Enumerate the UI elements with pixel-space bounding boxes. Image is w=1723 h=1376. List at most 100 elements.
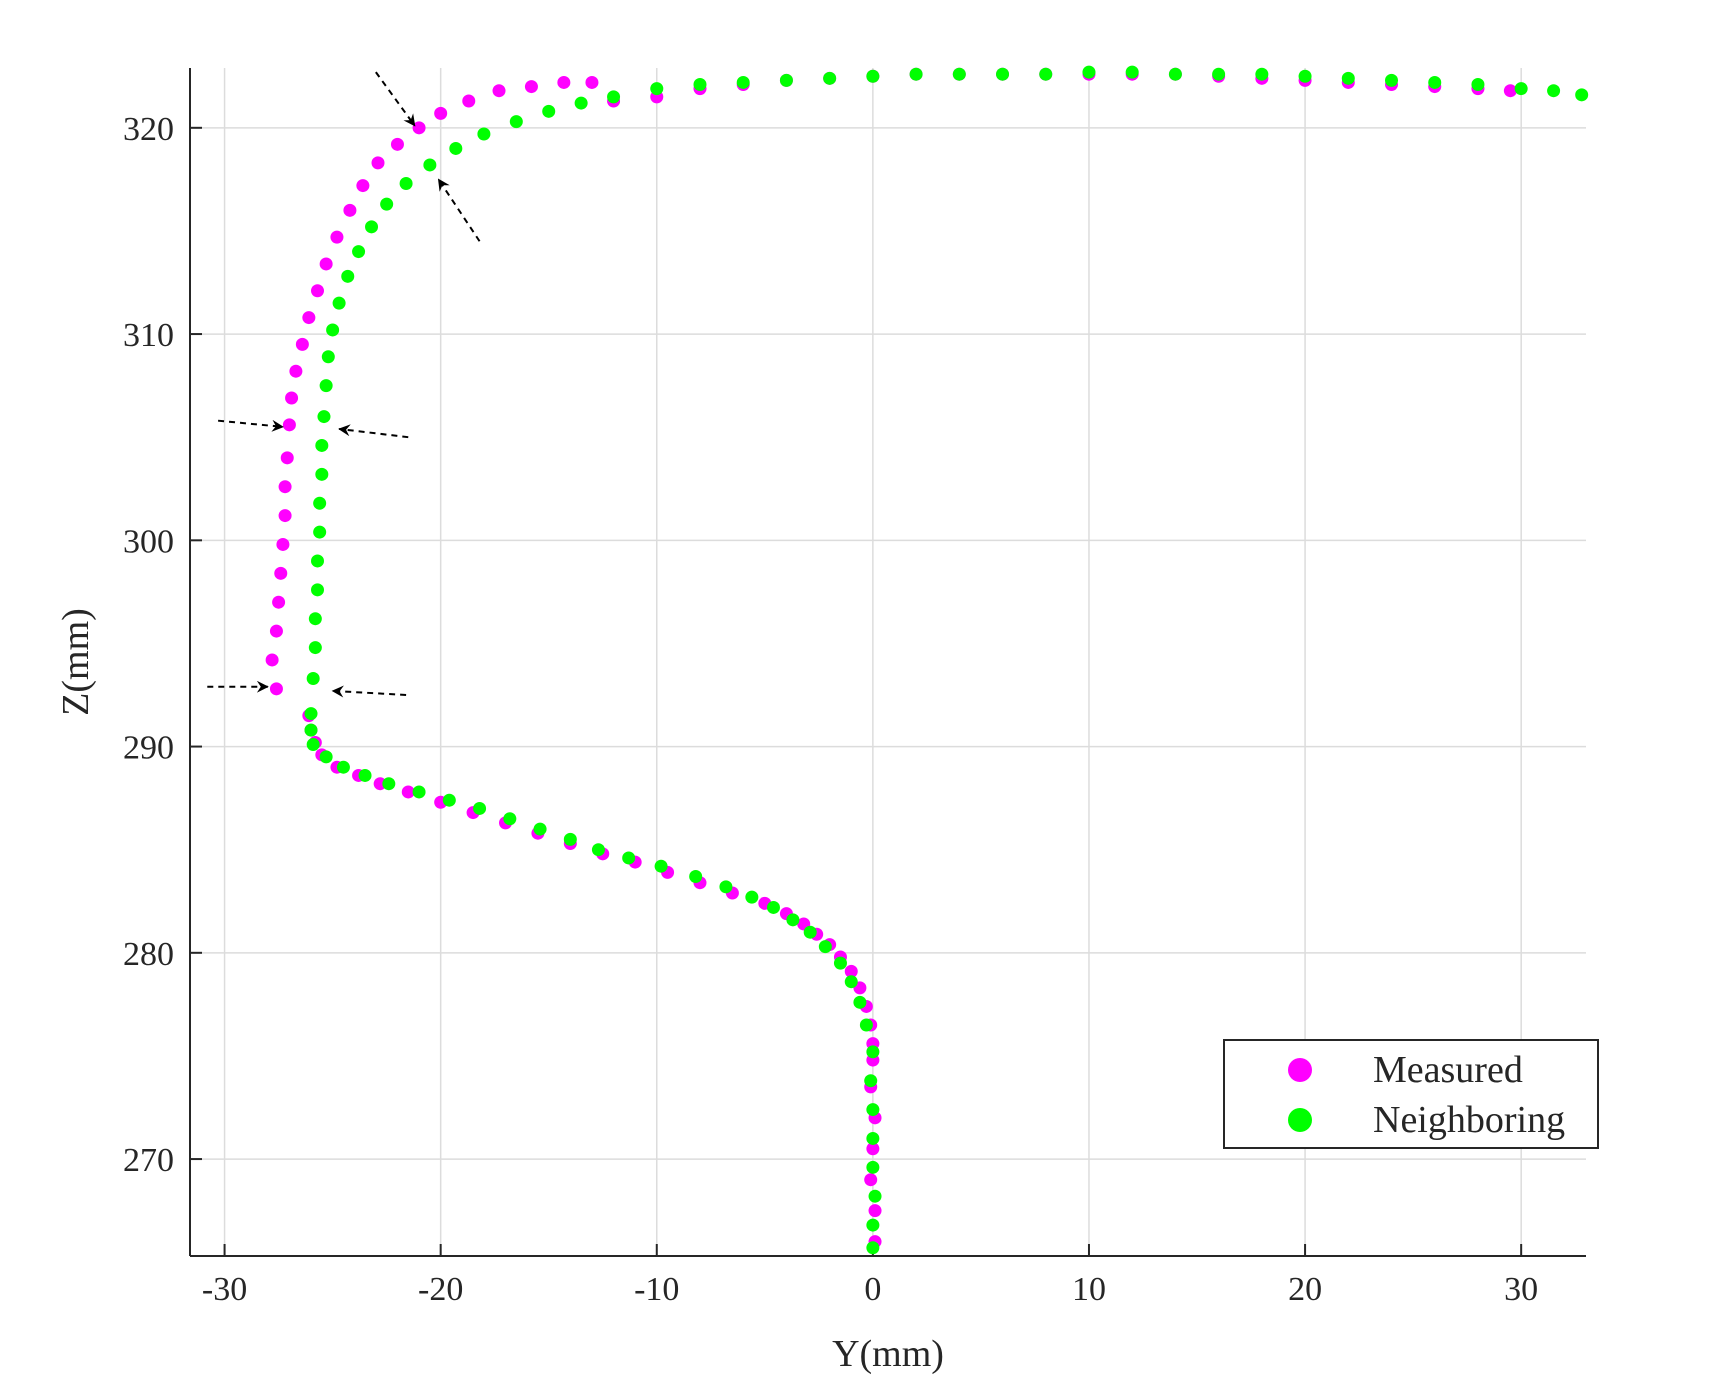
data-point-neighboring	[1514, 82, 1528, 96]
data-point-neighboring	[313, 496, 327, 510]
data-point-neighboring	[866, 1045, 880, 1059]
data-point-neighboring	[423, 158, 437, 172]
data-point-neighboring	[1039, 67, 1053, 81]
y-tick-label: 280	[123, 936, 174, 973]
data-point-neighboring	[864, 1074, 878, 1088]
data-point-measured	[302, 311, 316, 325]
data-point-neighboring	[380, 197, 394, 211]
x-tick-label: 10	[1072, 1271, 1106, 1308]
data-point-neighboring	[1428, 75, 1442, 89]
data-point-neighboring	[909, 67, 923, 81]
data-point-neighboring	[1255, 67, 1269, 81]
y-axis-label: Z(mm)	[55, 608, 97, 716]
data-point-neighboring	[503, 812, 517, 826]
data-point-neighboring	[477, 127, 491, 141]
data-point-neighboring	[563, 832, 577, 846]
data-point-neighboring	[866, 1131, 880, 1145]
data-point-neighboring	[399, 177, 413, 190]
data-point-neighboring	[1212, 67, 1226, 81]
legend: Measured Neighboring	[1223, 1039, 1599, 1149]
data-point-measured	[285, 391, 299, 405]
data-point-neighboring	[308, 641, 322, 655]
data-point-measured	[868, 1204, 882, 1218]
data-point-neighboring	[306, 672, 320, 685]
data-point-neighboring	[952, 67, 966, 81]
y-tick-label: 270	[123, 1142, 174, 1179]
legend-label-measured: Measured	[1373, 1049, 1523, 1091]
data-point-neighboring	[412, 785, 426, 799]
data-point-neighboring	[319, 379, 333, 393]
annotation-arrows	[207, 71, 481, 698]
data-point-measured	[864, 1173, 878, 1187]
x-axis-ticks: -30 -20 -10 0 10 20 30	[202, 1244, 1538, 1308]
annotation-arrow	[331, 685, 407, 698]
data-point-measured	[269, 624, 283, 638]
data-point-neighboring	[542, 104, 556, 118]
data-point-neighboring	[352, 245, 366, 259]
data-point-measured	[272, 595, 286, 609]
y-tick-label: 320	[123, 111, 174, 148]
data-point-measured	[343, 203, 357, 217]
data-point-neighboring	[310, 583, 324, 597]
data-point-measured	[280, 451, 294, 465]
data-point-neighboring	[803, 925, 817, 939]
data-point-neighboring	[358, 768, 372, 782]
data-point-neighboring	[823, 71, 837, 85]
data-point-neighboring	[786, 913, 800, 927]
x-axis-label: Y(mm)	[832, 1333, 944, 1375]
data-point-neighboring	[449, 141, 463, 155]
data-point-measured	[278, 480, 292, 494]
data-point-neighboring	[818, 940, 832, 954]
data-point-measured	[844, 964, 858, 978]
data-point-neighboring	[1547, 84, 1561, 98]
data-point-measured	[310, 284, 324, 298]
series-neighboring-points	[304, 65, 1589, 1255]
data-point-neighboring	[315, 467, 329, 481]
data-point-measured	[289, 364, 303, 378]
data-point-measured	[585, 75, 599, 89]
data-point-neighboring	[866, 69, 880, 83]
data-point-neighboring	[1168, 67, 1182, 81]
data-point-neighboring	[315, 438, 329, 452]
data-point-measured	[434, 106, 448, 120]
data-point-measured	[276, 537, 290, 551]
legend-label-neighboring: Neighboring	[1373, 1099, 1565, 1141]
x-tick-label: -10	[634, 1271, 679, 1308]
data-point-measured	[557, 75, 571, 89]
data-point-neighboring	[866, 1241, 880, 1255]
annotation-arrow	[437, 178, 481, 242]
data-point-neighboring	[533, 822, 547, 836]
data-point-neighboring	[365, 220, 379, 234]
data-point-neighboring	[473, 801, 487, 815]
data-point-neighboring	[1082, 65, 1096, 79]
data-point-neighboring	[719, 880, 733, 894]
y-axis-ticks: 270 280 290 300 310 320	[123, 111, 202, 1179]
y-tick-label: 290	[123, 730, 174, 767]
data-point-neighboring	[866, 1218, 880, 1232]
data-point-measured	[274, 566, 288, 580]
y-tick-label: 310	[123, 317, 174, 354]
data-point-neighboring	[326, 323, 340, 337]
data-point-measured	[356, 179, 370, 193]
data-point-neighboring	[996, 67, 1010, 81]
data-point-measured	[412, 121, 426, 135]
data-point-measured	[295, 337, 309, 351]
data-point-measured	[330, 230, 344, 244]
data-point-neighboring	[766, 900, 780, 914]
data-point-measured	[524, 80, 538, 94]
data-point-neighboring	[306, 738, 320, 751]
data-point-neighboring	[859, 1018, 873, 1032]
data-point-measured	[401, 785, 415, 799]
data-point-neighboring	[1575, 88, 1589, 102]
data-point-neighboring	[1125, 65, 1139, 79]
data-point-neighboring	[313, 525, 327, 539]
data-point-neighboring	[591, 843, 605, 857]
data-point-neighboring	[304, 723, 318, 737]
annotation-arrow	[375, 71, 416, 127]
data-point-measured	[278, 509, 292, 523]
x-tick-label: -30	[202, 1271, 247, 1308]
data-point-neighboring	[1298, 69, 1312, 83]
data-point-neighboring	[622, 851, 636, 865]
data-point-neighboring	[689, 870, 703, 883]
